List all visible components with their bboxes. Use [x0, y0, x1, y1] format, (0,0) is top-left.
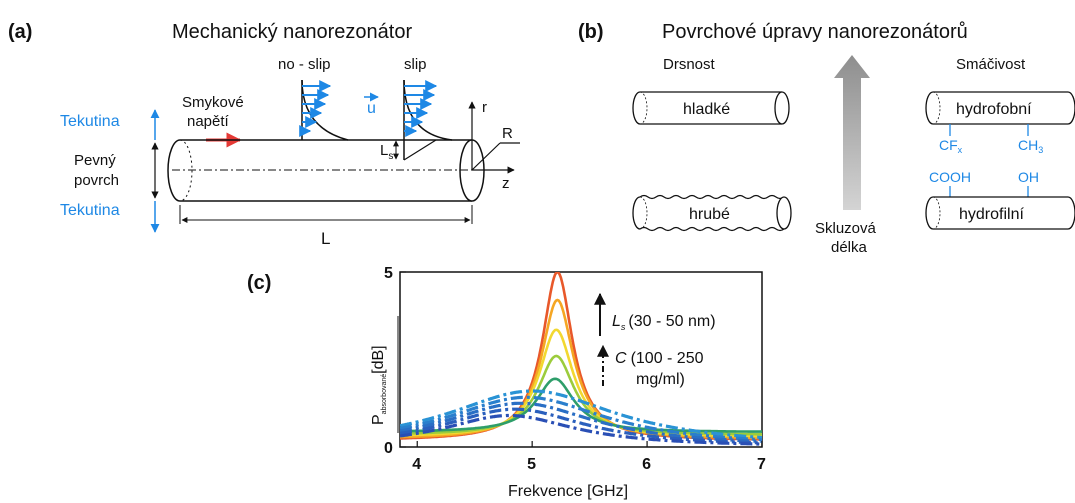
cfx-group-label: CFx — [939, 137, 963, 155]
series-line-7 — [400, 395, 762, 442]
x-tick-label: 6 — [642, 456, 651, 473]
c-legend-unit: mg/ml) — [636, 371, 685, 388]
solid-surface-label-2: povrch — [74, 172, 119, 189]
x-axis-label: Frekvence [GHz] — [508, 483, 628, 500]
cooh-group-label: COOH — [929, 169, 971, 185]
hydrophilic-label: hydrofilní — [959, 206, 1024, 223]
r-axis-label: r — [482, 99, 487, 116]
y-tick-label: 5 — [384, 265, 393, 282]
slip-label: slip — [404, 56, 427, 73]
hydrophobic-cylinder: hydrofobní — [925, 91, 1075, 125]
slip-profile — [393, 79, 453, 161]
length-label: L — [321, 229, 330, 248]
wettability-label: Smáčivost — [956, 56, 1026, 73]
y-axis-label: Pabsorbované[dB] — [370, 345, 388, 425]
plot-frame — [399, 271, 763, 448]
velocity-label: u — [367, 100, 376, 117]
y-tick-label: 0 — [384, 440, 393, 457]
no-slip-profile — [299, 79, 349, 141]
shear-stress-label: Smykové — [182, 94, 244, 111]
x-tick-label: 5 — [527, 456, 536, 473]
panel-c-label: (c) — [247, 272, 271, 294]
z-axis-label: z — [502, 175, 510, 192]
panel-a-title: Mechanický nanorezonátor — [172, 21, 412, 43]
radius-label: R — [502, 125, 513, 142]
chart-series — [400, 272, 762, 446]
no-slip-label: no - slip — [278, 56, 331, 73]
x-tick-label: 4 — [412, 456, 421, 473]
rough-cylinder: hrubé — [632, 194, 792, 232]
panel-b-title: Povrchové úpravy nanorezonátorů — [662, 21, 968, 43]
fluid-bottom-label: Tekutina — [60, 202, 120, 219]
slip-length-arrow — [834, 55, 870, 210]
chart-ticks: 4 5 6 7 0 5 — [384, 265, 766, 473]
ls-legend: Ls (30 - 50 nm) — [612, 313, 716, 332]
x-tick-label: 7 — [757, 456, 766, 473]
rough-label: hrubé — [689, 206, 730, 223]
slip-length-label: Ls — [380, 142, 393, 162]
smooth-label: hladké — [683, 101, 730, 118]
panel-a-label: (a) — [8, 21, 32, 43]
roughness-label: Drsnost — [663, 56, 716, 73]
nanoresonator-cylinder — [167, 139, 485, 202]
hydrophilic-cylinder: hydrofilní — [925, 196, 1075, 230]
series-line-10 — [400, 413, 762, 446]
oh-group-label: OH — [1018, 169, 1039, 185]
solid-surface-label: Pevný — [74, 152, 116, 169]
panel-b-label: (b) — [578, 21, 604, 43]
fluid-top-label: Tekutina — [60, 113, 120, 130]
ch3-group-label: CH3 — [1018, 137, 1043, 155]
radius-line — [471, 142, 501, 171]
panel-a: (a) Mechanický nanorezonátor no - slip s… — [8, 21, 520, 248]
series-line-9 — [400, 407, 762, 445]
c-legend: C (100 - 250 — [615, 350, 704, 367]
series-line-8 — [400, 401, 762, 444]
shear-stress-label-2: napětí — [187, 113, 230, 130]
hydrophobic-label: hydrofobní — [956, 101, 1032, 118]
slip-length-axis-label: Skluzová — [815, 220, 877, 237]
smooth-cylinder: hladké — [632, 91, 790, 125]
slip-length-axis-label-2: délka — [831, 239, 868, 256]
panel-c: (c) Pabsorbované[dB] 4 5 6 7 0 5 Frekvence [G… — [247, 265, 766, 500]
series-line-6 — [400, 389, 762, 440]
panel-b: (b) Povrchové úpravy nanorezonátorů Drsn… — [578, 21, 1075, 256]
